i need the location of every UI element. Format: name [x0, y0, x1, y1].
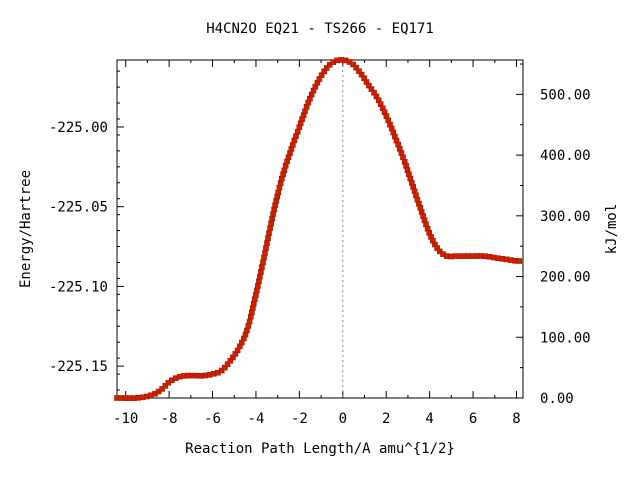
y2-tick-label: 300.00: [540, 209, 591, 225]
x-tick-label: 6: [469, 411, 477, 427]
data-point: [353, 64, 359, 71]
data-point: [516, 258, 523, 264]
y-tick-label: -225.10: [49, 279, 108, 295]
data-point: [246, 318, 253, 325]
data-point: [260, 259, 266, 266]
data-point: [261, 254, 267, 261]
chart-title: H4CN2O EQ21 - TS266 - EQ171: [206, 21, 434, 37]
x-tick-label: 0: [339, 411, 347, 427]
y-tick-label: -225.00: [49, 120, 108, 136]
x-tick-label: -2: [291, 411, 308, 427]
data-point: [269, 215, 275, 222]
plot-frame: [116, 59, 524, 399]
y2-tick-label: 500.00: [540, 87, 591, 103]
data-point: [255, 283, 261, 289]
y-tick-label: -225.05: [49, 200, 108, 216]
x-tick-label: -6: [204, 411, 221, 427]
data-point: [258, 269, 264, 275]
y2-axis-label: kJ/mol: [604, 204, 620, 255]
data-point: [268, 220, 274, 227]
y2-tick-label: 200.00: [540, 270, 591, 286]
data-point: [222, 364, 228, 371]
y2-tick-label: 100.00: [540, 330, 591, 346]
data-point: [323, 65, 330, 71]
data-point: [264, 240, 270, 246]
x-axis-label: Reaction Path Length/A amu^{1/2}: [185, 441, 455, 457]
data-point: [350, 61, 356, 68]
data-point: [218, 367, 225, 374]
data-point: [276, 184, 283, 191]
series-points: [114, 57, 523, 401]
data-point: [267, 225, 273, 231]
data-point: [262, 250, 268, 256]
data-point: [275, 189, 282, 196]
data-point: [162, 382, 169, 389]
series-line: [117, 59, 523, 399]
x-tick-label: -8: [161, 411, 178, 427]
y-axis-label: Energy/Hartree: [18, 170, 34, 288]
data-point: [259, 264, 265, 271]
axis-ticks: [117, 60, 523, 399]
data-point: [265, 235, 271, 241]
data-point: [256, 278, 262, 285]
x-tick-label: 8: [512, 411, 520, 427]
axis-tick-labels: -10 -8 -6 -4 -2 0 2 4 6 8 -225.00 -225.05 -225.10 -22…: [49, 87, 591, 427]
x-tick-label: 4: [425, 411, 433, 427]
x-tick-label: -10: [113, 411, 138, 427]
data-point: [281, 167, 288, 174]
y-tick-label: -225.15: [49, 359, 108, 375]
data-point: [257, 273, 263, 280]
y2-tick-label: 0.00: [540, 391, 574, 407]
y2-tick-label: 400.00: [540, 148, 591, 164]
x-tick-label: 2: [382, 411, 390, 427]
x-tick-label: -4: [248, 411, 265, 427]
data-point: [244, 327, 250, 334]
data-point: [263, 245, 269, 251]
data-point: [266, 230, 272, 236]
data-point: [159, 386, 165, 392]
